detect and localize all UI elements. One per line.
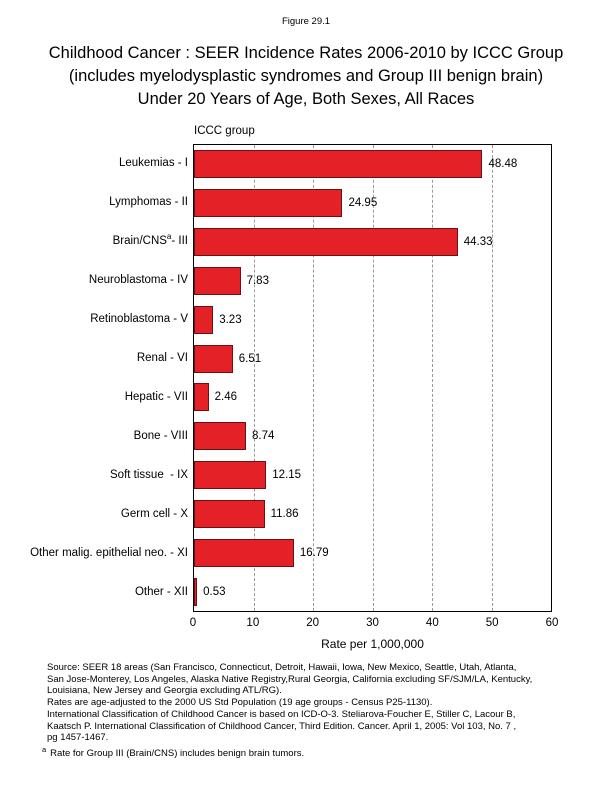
bar [194, 538, 294, 567]
bar-row: 16.79 [194, 533, 551, 572]
bar-value-label: 16.79 [299, 546, 329, 559]
bar-value-label: 7.83 [246, 274, 269, 287]
category-label: Renal - VI [136, 352, 188, 364]
bar-value-label: 6.51 [238, 352, 262, 365]
source-line: Rates are age-adjusted to the 2000 US St… [47, 697, 433, 709]
bar [194, 422, 246, 451]
category-label: Neuroblastoma - IV [88, 274, 188, 286]
category-label: Bone - VIII [133, 430, 188, 442]
x-axis-ticks: 0 10 20 30 40 50 60 [189, 617, 559, 631]
plot-area: 48.48 24.95 44.33 7.83 3.23 6.51 2.46 8.74 12.15… [193, 144, 552, 612]
bar-value-label: 2.46 [214, 391, 238, 404]
bar-row: 48.48 [194, 145, 551, 184]
chart-title-line-3: Under 20 Years of Age, Both Sexes, All R… [137, 90, 475, 108]
bar-row: 6.51 [194, 339, 551, 378]
bar [194, 266, 241, 295]
bar-value-label: 0.53 [203, 585, 226, 598]
x-tick-label: 20 [306, 617, 320, 629]
chart-title-line-2: (includes myelodysplastic syndromes and … [68, 67, 544, 85]
x-axis-label: Rate per 1,000,000 [321, 637, 424, 651]
category-labels: Leukemias - I Lymphomas - II Brain/CNSa- I… [10, 144, 188, 612]
bar-row: 44.33 [194, 223, 551, 262]
bar-value-label: 12.15 [272, 469, 302, 482]
x-tick-label: 50 [485, 617, 499, 629]
category-label: Leukemias - I [118, 157, 188, 169]
bar [194, 461, 267, 490]
category-label: Brain/CNSa- III [112, 232, 188, 247]
bar [194, 228, 458, 257]
gridline [491, 145, 493, 611]
category-label: Hepatic - VII [124, 391, 188, 403]
bar-rows: 48.48 24.95 44.33 7.83 3.23 6.51 2.46 8.74 12.15… [194, 145, 551, 611]
bar-row: 3.23 [194, 300, 551, 339]
y-axis-title: ICCC group [194, 125, 255, 137]
bar-value-label: 11.86 [270, 507, 299, 520]
bar [194, 577, 198, 606]
source-line: Louisiana, New Jersey and Georgia exclud… [47, 685, 282, 697]
bar-value-label: 48.48 [488, 158, 518, 171]
x-tick-label: 10 [246, 617, 260, 629]
bar-value-label: 8.74 [252, 430, 275, 443]
bar-value-label: 24.95 [348, 197, 378, 210]
bar-row: 8.74 [194, 417, 551, 456]
x-tick-label: 0 [189, 617, 197, 629]
gridline [253, 145, 255, 611]
bar-row: 11.86 [194, 494, 551, 533]
source-line: pg 1457-1467. [47, 732, 109, 744]
source-text: Source: SEER 18 areas (San Francisco, Co… [42, 662, 592, 760]
category-label: Retinoblastoma - V [90, 313, 188, 325]
category-label: Soft tissue - IX [110, 469, 188, 481]
source-line: San Jose-Monterey, Los Angeles, Alaska N… [47, 673, 533, 685]
x-tick-label: 30 [366, 617, 379, 629]
source-line: Kaatsch P. International Classification … [47, 720, 517, 732]
gridline [372, 145, 374, 611]
bar-row: 2.46 [194, 378, 551, 417]
x-tick-label: 40 [425, 617, 439, 629]
bar [194, 150, 483, 179]
bar [194, 344, 233, 373]
gridline [432, 145, 433, 611]
bar [194, 383, 209, 412]
gridline [313, 145, 314, 611]
bar-value-label: 3.23 [219, 313, 242, 326]
bar-row: 24.95 [194, 184, 551, 223]
bar [194, 499, 265, 528]
chart-title-line-1: Childhood Cancer : SEER Incidence Rates … [48, 44, 564, 62]
bar-row: 0.53 [194, 572, 551, 611]
source-line: Source: SEER 18 areas (San Francisco, Co… [47, 662, 517, 673]
bar-row: 12.15 [194, 456, 551, 495]
footnote-marker: a [42, 744, 47, 754]
category-label: Other malig. epithelial neo. - XI [30, 547, 188, 559]
bar [194, 305, 214, 334]
gridlines [194, 145, 551, 611]
chart-title: Childhood Cancer : SEER Incidence Rates … [0, 42, 612, 111]
x-tick-label: 60 [545, 617, 559, 629]
footnote-text: Rate for Group III (Brain/CNS) includes … [50, 748, 305, 760]
category-label: Germ cell - X [120, 508, 188, 520]
bar [194, 189, 343, 218]
category-label: Lymphomas - II [109, 196, 188, 208]
source-line: International Classification of Childhoo… [47, 708, 516, 720]
bar-value-label: 44.33 [463, 236, 493, 249]
footnote: a Rate for Group III (Brain/CNS) includes… [42, 744, 592, 760]
category-label: Other - XII [134, 586, 188, 598]
figure-label: Figure 29.1 [281, 16, 331, 27]
bar-row: 7.83 [194, 261, 551, 300]
